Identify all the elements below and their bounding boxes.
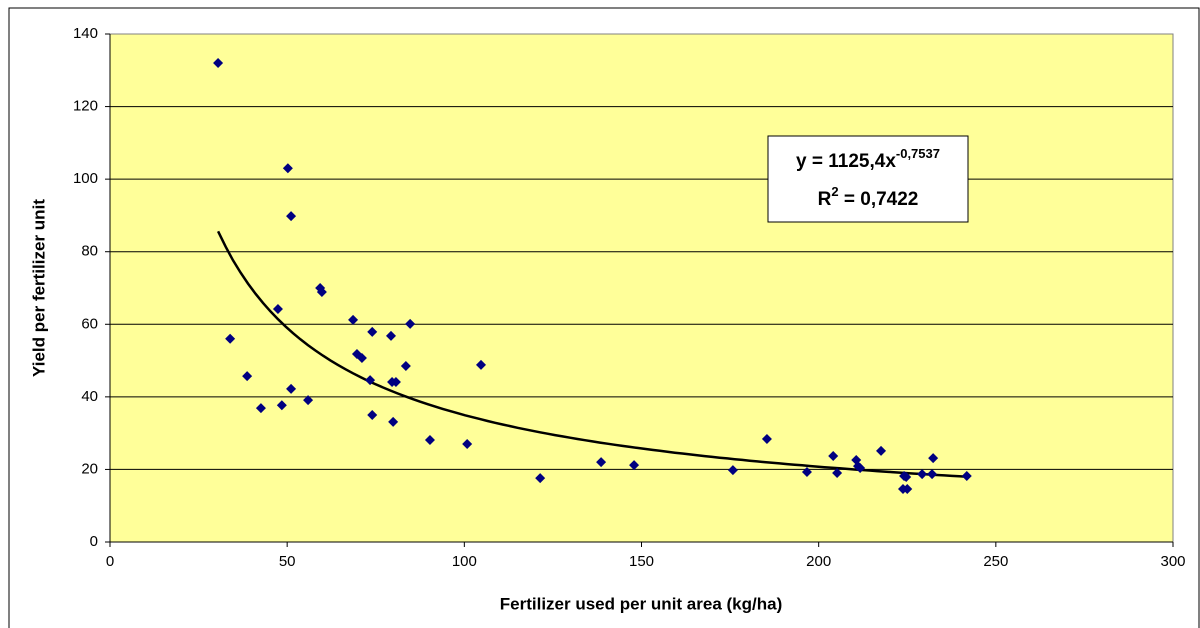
trendline-equation: y = 1125,4x-0,7537 xyxy=(796,146,940,172)
data-point xyxy=(282,163,293,174)
data-point xyxy=(832,468,843,479)
data-point xyxy=(761,433,772,444)
data-point xyxy=(405,318,416,329)
data-point xyxy=(462,439,473,450)
data-point xyxy=(303,395,314,406)
equation-part: y = xyxy=(796,151,828,172)
data-point xyxy=(828,451,839,462)
data-point xyxy=(855,462,866,473)
equation-part: x xyxy=(885,151,896,172)
x-tick-label: 0 xyxy=(106,553,114,570)
data-point xyxy=(385,330,396,341)
data-point xyxy=(424,435,435,446)
data-point xyxy=(276,400,287,411)
y-axis-title: Yield per fertilizer unit xyxy=(29,199,48,377)
data-point xyxy=(225,333,236,344)
x-tick-label: 100 xyxy=(452,553,477,570)
data-point xyxy=(535,473,546,484)
equation-part: -0,7537 xyxy=(896,146,940,161)
r-squared: R2 = 0,7422 xyxy=(818,184,919,210)
data-point xyxy=(388,416,399,427)
data-point xyxy=(927,469,938,480)
data-point xyxy=(629,460,640,471)
data-point xyxy=(316,286,327,297)
data-point xyxy=(390,376,401,387)
data-point xyxy=(400,361,411,372)
equation-part: 2 xyxy=(831,184,838,199)
data-point xyxy=(928,453,939,464)
y-tick-label: 140 xyxy=(73,25,98,42)
y-tick-label: 120 xyxy=(73,98,98,115)
data-point xyxy=(286,211,297,222)
trendline xyxy=(216,230,967,478)
data-point xyxy=(356,353,367,364)
data-point xyxy=(727,465,738,476)
data-point xyxy=(901,472,912,483)
x-tick-label: 300 xyxy=(1160,553,1185,570)
y-tick-label: 100 xyxy=(73,170,98,187)
equation-part: R xyxy=(818,189,832,210)
data-point xyxy=(286,383,297,394)
data-point xyxy=(348,314,359,325)
plot-area xyxy=(109,33,1174,543)
data-point xyxy=(272,304,283,315)
x-tick-label: 200 xyxy=(806,553,831,570)
y-tick-label: 40 xyxy=(81,388,98,405)
data-point xyxy=(801,466,812,477)
data-point xyxy=(367,410,378,420)
data-point xyxy=(596,457,607,468)
data-point xyxy=(917,469,928,480)
data-point xyxy=(902,484,913,495)
equation-part: = xyxy=(839,189,861,210)
equation-part: 1125,4 xyxy=(828,151,885,172)
y-tick-label: 20 xyxy=(81,460,98,477)
data-point xyxy=(876,445,887,456)
x-axis-title: Fertilizer used per unit area (kg/ha) xyxy=(500,594,782,613)
equation-part: 0,7422 xyxy=(860,189,918,210)
data-point xyxy=(365,375,376,386)
chart-frame xyxy=(8,7,1200,628)
data-point xyxy=(242,371,253,382)
y-tick-label: 60 xyxy=(81,315,98,332)
x-tick-label: 250 xyxy=(983,553,1008,570)
y-tick-label: 0 xyxy=(90,533,98,550)
data-point xyxy=(961,470,972,481)
x-tick-label: 150 xyxy=(629,553,654,570)
data-point xyxy=(213,58,224,69)
x-tick-label: 50 xyxy=(279,553,296,570)
y-tick-label: 80 xyxy=(81,243,98,260)
data-point xyxy=(367,326,378,337)
equation-box xyxy=(767,135,969,223)
data-point xyxy=(255,403,266,414)
data-point xyxy=(475,359,486,370)
